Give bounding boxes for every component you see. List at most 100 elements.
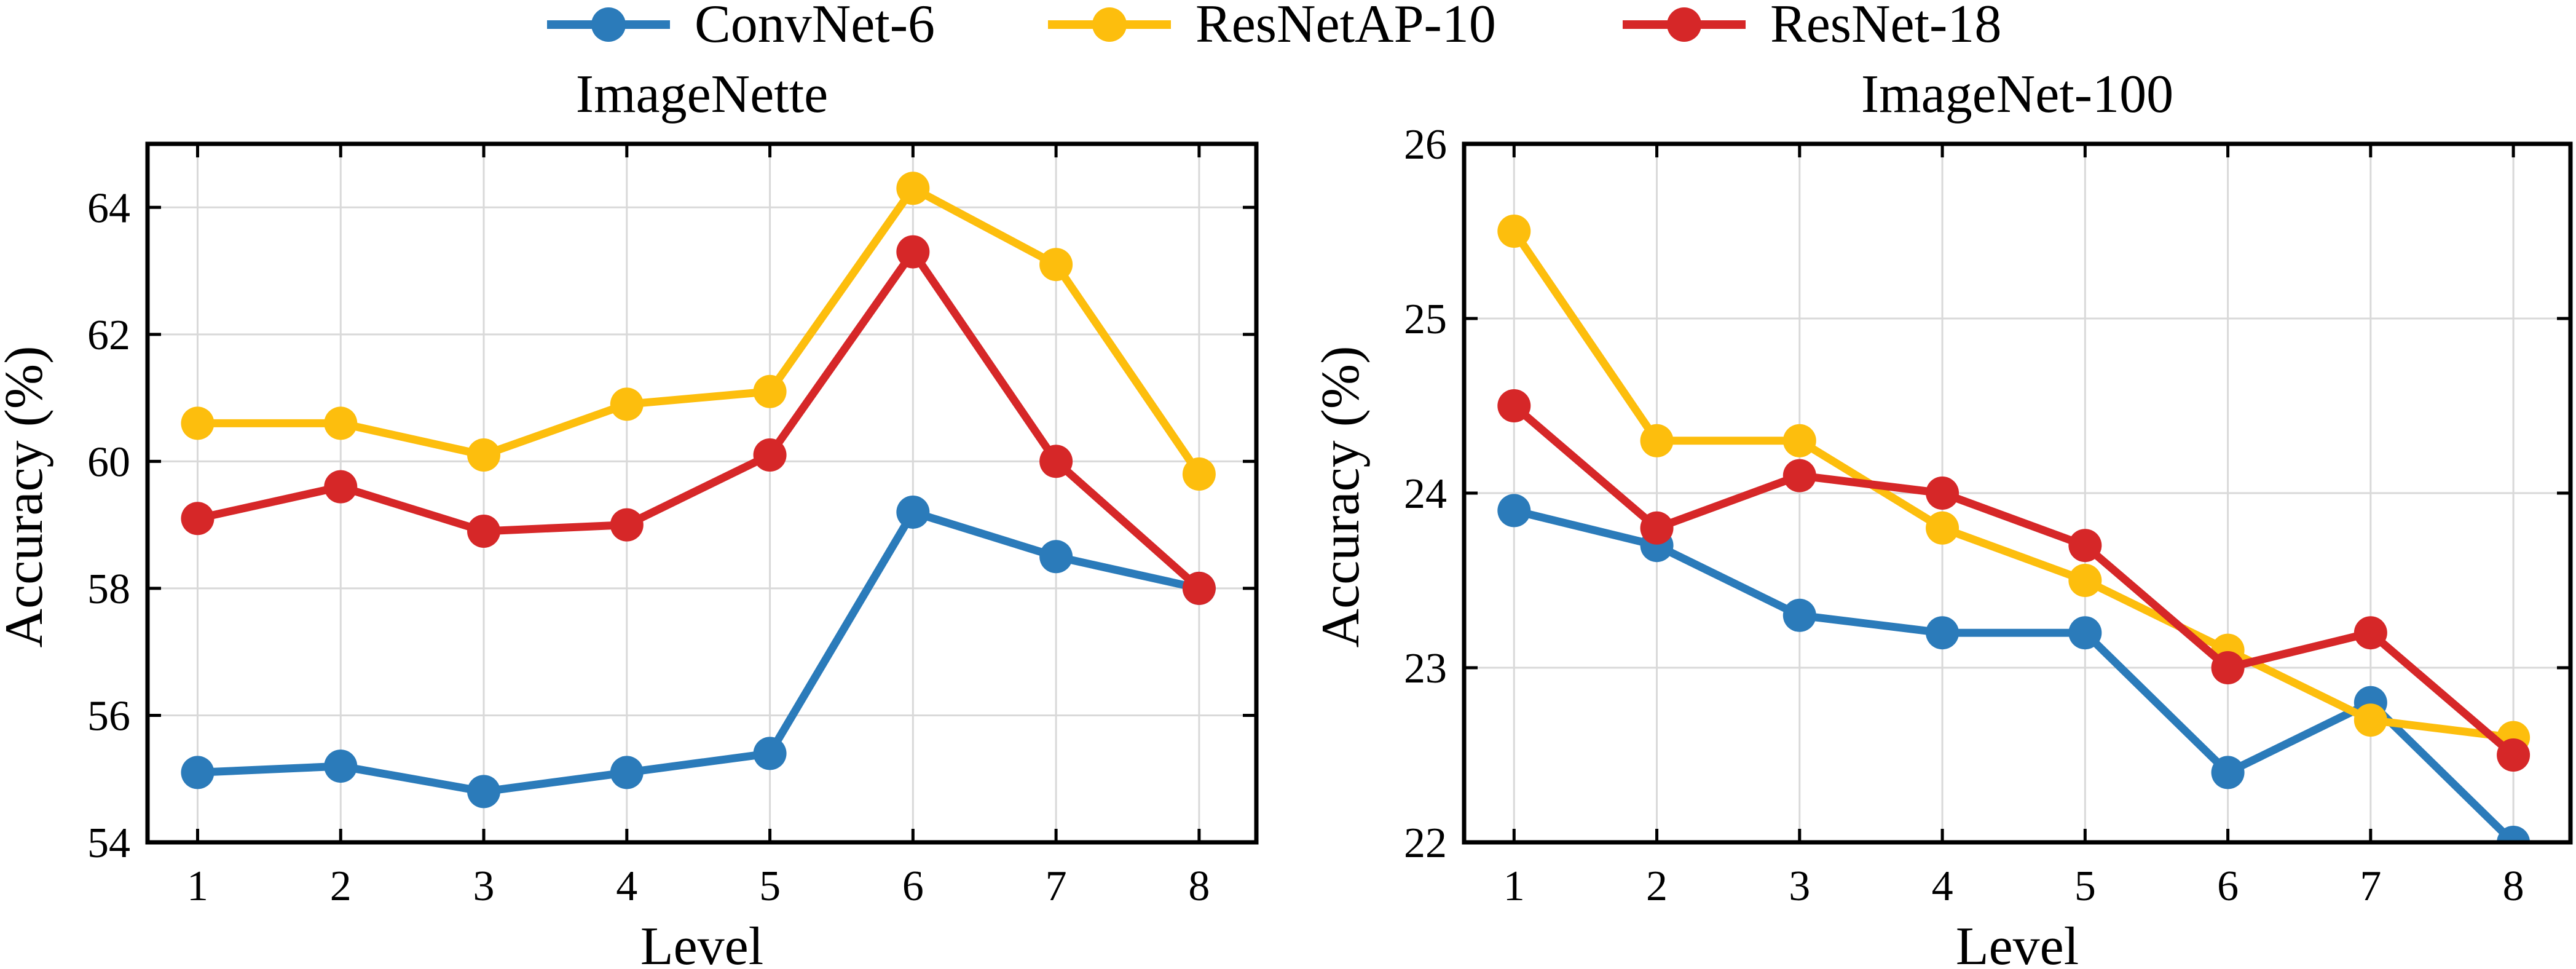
x-tick-label: 2 [330,863,352,910]
data-point-resnet-18 [2211,651,2245,684]
data-point-convnet-6 [181,756,215,789]
y-tick-label: 22 [1404,820,1447,867]
data-point-resnetap-10 [467,438,501,472]
data-point-resnetap-10 [181,406,215,440]
data-point-convnet-6 [1497,494,1531,528]
y-tick-label: 60 [87,438,130,486]
plot-frame [1462,141,2573,845]
y-axis-label: Accuracy (%) [1311,346,1371,647]
y-tick-label: 54 [87,820,130,867]
data-point-resnet-18 [324,470,358,504]
data-point-resnet-18 [896,235,930,269]
x-tick-label: 1 [187,863,208,910]
x-axis-label: Level [640,917,763,969]
y-tick-label: 23 [1404,645,1447,692]
y-tick-label: 26 [1404,121,1447,168]
series-line-convnet-6 [193,508,1203,796]
data-point-resnet-18 [1182,571,1216,605]
series-line-resnet-18 [193,248,1203,593]
x-tick-label: 1 [1503,863,1525,910]
x-axis-label: Level [1956,917,2079,969]
legend-marker-resnet18 [1667,7,1701,42]
data-point-convnet-6 [2068,616,2102,650]
legend-item-convnet6: ConvNet-6 [547,0,935,54]
data-point-resnetap-10 [896,172,930,205]
y-tick-label: 58 [87,566,130,613]
data-point-resnet-18 [1782,459,1816,492]
chart-title: ImageNette [576,65,828,124]
data-point-resnet-18 [2068,529,2102,563]
ticks [148,144,1256,844]
data-point-convnet-6 [1926,616,1960,650]
data-point-resnet-18 [2497,738,2531,772]
legend-marker-convnet6 [591,7,626,42]
x-tick-label: 5 [2074,863,2096,910]
series-convnet-6 [181,495,1216,809]
data-point-resnet-18 [467,514,501,548]
x-tick-label: 7 [2360,863,2381,910]
x-tick-label: 3 [473,863,495,910]
x-tick-label: 7 [1046,863,1067,910]
x-tick-label: 8 [2503,863,2524,910]
y-axis-label: Accuracy (%) [0,346,54,647]
legend-item-resnetap10: ResNetAP-10 [1048,0,1496,54]
data-point-convnet-6 [753,737,787,770]
y-tick-label: 64 [87,184,130,232]
data-point-resnet-18 [1497,389,1531,422]
y-tick-label: 25 [1404,296,1447,343]
legend-item-resnet18: ResNet-18 [1623,0,2001,54]
y-tick-label: 24 [1404,470,1447,518]
x-tick-label: 4 [616,863,637,910]
series-line-resnetap-10 [193,184,1203,478]
x-tick-label: 5 [759,863,781,910]
plot-area [181,172,1216,809]
x-tick-label: 4 [1932,863,1953,910]
data-point-convnet-6 [896,495,930,529]
x-tick-label: 3 [1789,863,1810,910]
plot-area [1497,215,2531,842]
data-point-resnetap-10 [1497,215,1531,248]
legend-label-resnet18: ResNet-18 [1770,0,2001,54]
data-point-convnet-6 [467,775,501,809]
data-point-resnetap-10 [1640,424,1674,457]
data-point-resnetap-10 [324,406,358,440]
series-line-resnetap-10 [1510,227,2518,742]
data-point-resnetap-10 [1039,248,1073,282]
data-point-resnetap-10 [2353,703,2387,737]
legend-label-resnetap10: ResNetAP-10 [1195,0,1496,54]
series-line-resnet-18 [1510,401,2518,759]
data-point-resnetap-10 [753,374,787,408]
legend-label-convnet6: ConvNet-6 [695,0,935,54]
data-point-convnet-6 [610,756,644,789]
x-tick-label: 6 [902,863,924,910]
x-tick-label: 6 [2217,863,2239,910]
data-point-resnetap-10 [2068,564,2102,597]
chart-panel-imagenette: ImageNette Accuracy (%) Level 1 2 3 4 5 6 7 854… [0,65,1259,969]
data-point-convnet-6 [2211,756,2245,789]
series-resnetap-10 [1497,215,2531,754]
legend-marker-resnetap10 [1092,7,1127,42]
series-convnet-6 [1497,494,2531,842]
chart-title: ImageNet-100 [1861,65,2173,124]
data-point-convnet-6 [1782,598,1816,632]
data-point-resnet-18 [1926,477,1960,510]
data-point-convnet-6 [1039,540,1073,574]
series-line-convnet-6 [1510,506,2518,842]
data-point-resnetap-10 [1782,424,1816,457]
data-point-resnetap-10 [610,387,644,421]
data-point-resnet-18 [1039,445,1073,478]
series-resnet-18 [181,235,1216,605]
data-point-convnet-6 [2497,826,2531,842]
data-point-resnet-18 [1640,511,1674,545]
plot-frame [145,141,1259,845]
data-point-resnetap-10 [1926,511,1960,545]
data-point-resnet-18 [610,508,644,542]
x-tick-label: 2 [1646,863,1668,910]
data-point-resnet-18 [753,438,787,472]
data-point-resnetap-10 [1182,457,1216,491]
data-point-resnet-18 [2353,616,2387,650]
y-tick-label: 62 [87,312,130,359]
data-point-resnet-18 [181,502,215,536]
